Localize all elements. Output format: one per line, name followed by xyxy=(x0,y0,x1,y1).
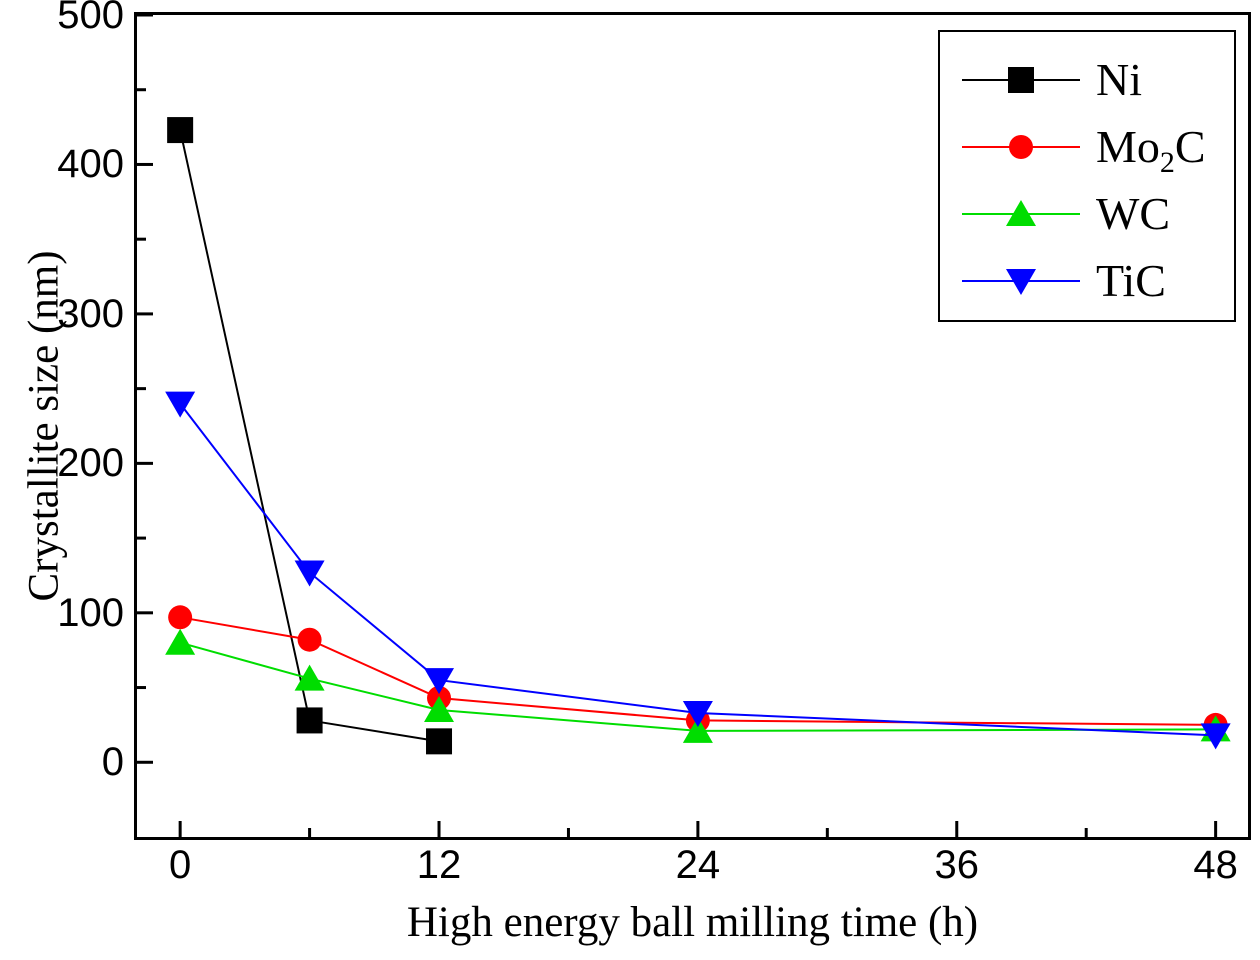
ni-marker xyxy=(167,117,194,144)
legend-marker-tic-icon xyxy=(962,268,1080,295)
x-tick-label-48: 48 xyxy=(1193,843,1238,887)
y-tick-label-100: 100 xyxy=(57,590,124,635)
x-tick-label-36: 36 xyxy=(934,843,980,887)
legend-marker xyxy=(1006,199,1036,226)
legend-marker xyxy=(1006,268,1036,295)
wc-marker xyxy=(682,716,713,743)
legend-label-text: Ni xyxy=(1096,53,1142,105)
legend-marker xyxy=(1009,134,1033,159)
legend-label-wc: WC xyxy=(1096,187,1171,239)
legend-item-tic: TiC xyxy=(960,254,1234,306)
x-tick-label-0: 0 xyxy=(169,843,192,887)
tic-marker xyxy=(165,391,196,418)
legend-marker-ni-icon xyxy=(962,66,1080,93)
x-axis-title: High energy ball milling time (h) xyxy=(406,899,979,946)
y-tick-label-300: 300 xyxy=(57,291,124,336)
y-tick-label-400: 400 xyxy=(57,142,124,187)
legend-label-text: C xyxy=(1174,120,1206,172)
plot-canvas xyxy=(137,13,1231,837)
legend-item-ni: Ni xyxy=(960,53,1234,105)
y-tick-label-200: 200 xyxy=(57,441,124,486)
tic-marker xyxy=(1200,723,1231,750)
x-tick-label-24: 24 xyxy=(675,843,721,887)
mo2c-marker xyxy=(297,627,322,652)
wc-marker xyxy=(294,664,325,691)
legend-marker-wc-icon xyxy=(962,199,1080,226)
legend-label-subscript: 2 xyxy=(1159,145,1175,179)
y-tick-label-500: 500 xyxy=(57,0,124,37)
ni-marker xyxy=(426,728,453,755)
legend-marker xyxy=(1008,66,1034,93)
legend-label-mo2c: Mo2C xyxy=(1096,120,1206,177)
wc-marker xyxy=(165,628,196,655)
legend: Ni Mo2C WC TiC xyxy=(938,30,1236,322)
tic-marker xyxy=(294,560,325,587)
y-tick-label-0: 0 xyxy=(101,740,124,785)
legend-label-ni: Ni xyxy=(1096,53,1142,105)
ni-marker xyxy=(296,707,323,734)
legend-item-wc: WC xyxy=(960,187,1234,239)
legend-item-mo2c: Mo2C xyxy=(960,120,1234,177)
mo2c-marker xyxy=(168,605,193,630)
legend-label-text: WC xyxy=(1096,187,1171,239)
legend-label-text: TiC xyxy=(1096,254,1166,306)
legend-label-tic: TiC xyxy=(1096,254,1166,306)
legend-label-text: Mo xyxy=(1096,120,1160,172)
legend-marker-mo2c-icon xyxy=(962,134,1080,159)
tic-marker xyxy=(424,668,455,695)
wc-marker xyxy=(424,695,455,722)
tic-marker xyxy=(682,700,713,727)
x-tick-label-12: 12 xyxy=(416,843,462,887)
